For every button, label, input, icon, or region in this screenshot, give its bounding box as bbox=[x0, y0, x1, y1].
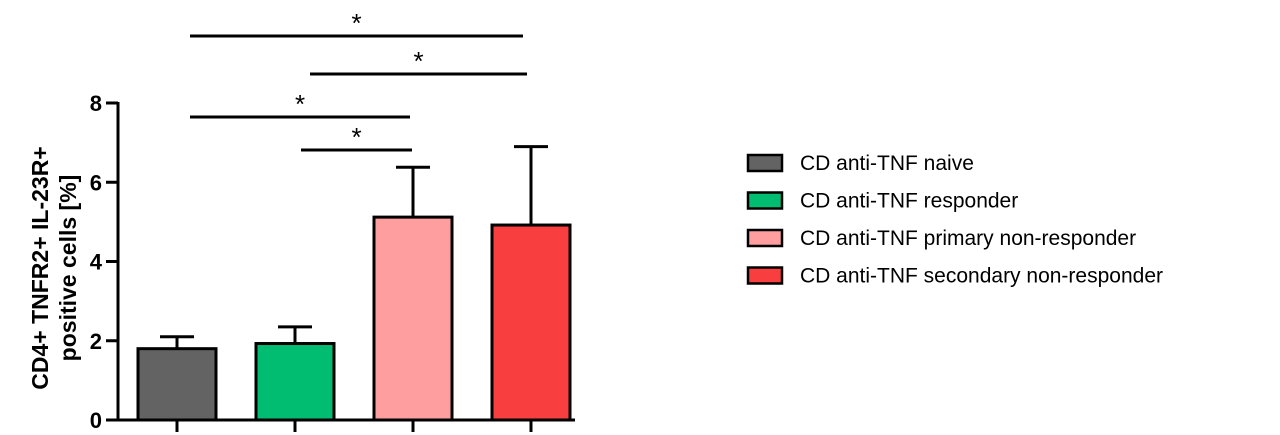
legend-swatch-3 bbox=[746, 228, 784, 248]
significance-star-2: * bbox=[413, 46, 423, 76]
significance-star-4: * bbox=[351, 122, 361, 152]
legend-label-4: CD anti-TNF secondary non-responder bbox=[800, 265, 1163, 288]
significance-brackets: * * * * bbox=[190, 8, 527, 152]
significance-star-1: * bbox=[351, 8, 361, 38]
y-axis-title-line: positive cells [%] bbox=[55, 175, 81, 362]
bar-2 bbox=[254, 342, 336, 422]
legend-label-1: CD anti-TNF naive bbox=[800, 152, 974, 175]
y-axis-label: CD4+ TNFR2+ IL-23R+positive cells [%] bbox=[27, 146, 81, 390]
y-tick-label: 2 bbox=[90, 329, 102, 354]
error-bars bbox=[160, 145, 548, 349]
y-axis-title-line: CD4+ TNFR2+ IL-23R+ bbox=[27, 146, 53, 390]
y-tick-label: 8 bbox=[90, 91, 102, 116]
bar-3 bbox=[372, 215, 454, 422]
y-tick-label: 0 bbox=[90, 408, 102, 433]
legend-swatch-4 bbox=[746, 266, 784, 285]
legend-swatch-2 bbox=[746, 191, 784, 210]
bar-1 bbox=[136, 347, 218, 422]
legend: CD anti-TNF naive CD anti-TNF responder CD… bbox=[746, 152, 1163, 288]
y-tick-label: 4 bbox=[90, 250, 103, 275]
legend-swatch-1 bbox=[746, 153, 784, 173]
legend-label-3: CD anti-TNF primary non-responder bbox=[800, 227, 1136, 250]
significance-star-3: * bbox=[295, 89, 305, 119]
y-axis-title: CD4+ TNFR2+ IL-23R+positive cells [%] bbox=[27, 146, 81, 390]
bars bbox=[136, 215, 572, 422]
bar-4 bbox=[490, 223, 572, 422]
y-tick-label: 6 bbox=[90, 170, 102, 195]
legend-label-2: CD anti-TNF responder bbox=[800, 190, 1018, 213]
